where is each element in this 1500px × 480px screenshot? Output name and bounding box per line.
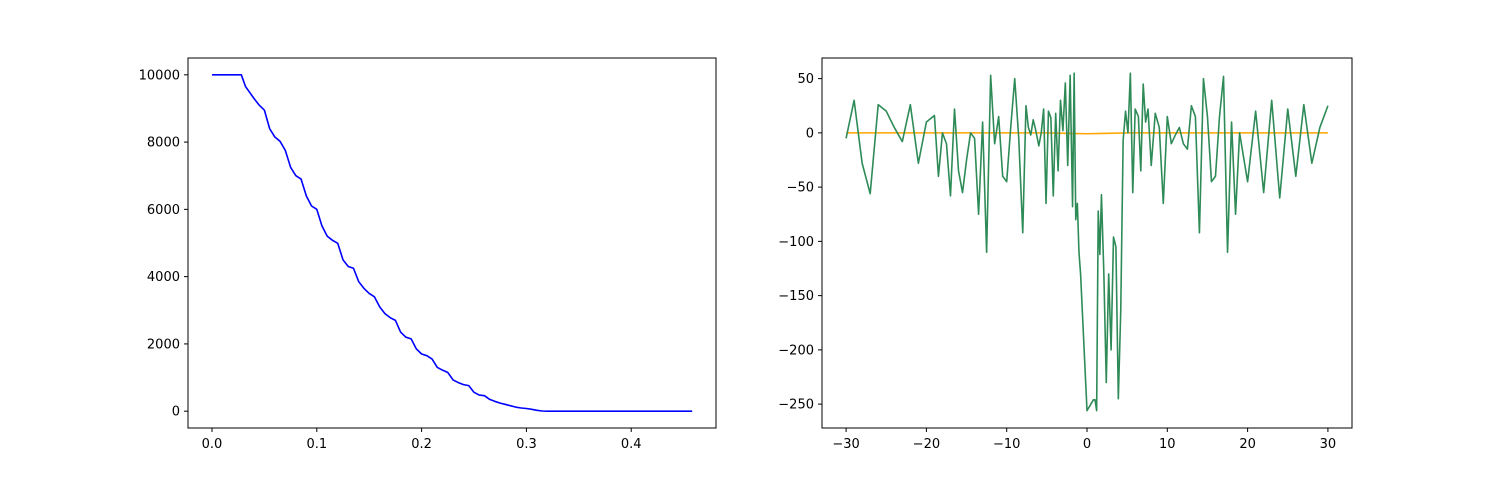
left-x-tick-label: 0.2 bbox=[411, 437, 432, 452]
right-y-tick-label: −250 bbox=[778, 398, 814, 413]
right-y-tick-label: −200 bbox=[778, 343, 814, 358]
left-y-tick-label: 4000 bbox=[147, 270, 180, 285]
right-x-tick-label: −10 bbox=[993, 437, 1020, 452]
right-series-orange-line bbox=[846, 132, 1328, 135]
left-y-tick-label: 6000 bbox=[147, 203, 180, 218]
right-y-tick-label: −100 bbox=[778, 235, 814, 250]
right-x-tick-label: −30 bbox=[832, 437, 859, 452]
right-x-tick-label: 20 bbox=[1239, 437, 1256, 452]
left-y-tick-label: 8000 bbox=[147, 136, 180, 151]
left-axes-frame bbox=[187, 57, 717, 429]
left-decay-chart: 0.0 0.1 0.2 0.3 0.4 0 2000 4000 6000 8000 10000 bbox=[139, 57, 717, 452]
right-x-tick-label: 30 bbox=[1320, 437, 1337, 452]
right-y-tick-label: 50 bbox=[797, 72, 814, 87]
left-y-tick-label: 0 bbox=[172, 405, 180, 420]
right-x-tick-label: 0 bbox=[1083, 437, 1091, 452]
right-series-green-line bbox=[845, 72, 1329, 412]
left-x-tick-label: 0.0 bbox=[202, 437, 223, 452]
left-x-tick-label: 0.1 bbox=[306, 437, 327, 452]
right-y-tick-label: −50 bbox=[787, 181, 814, 196]
right-y-tick-label: −150 bbox=[778, 289, 814, 304]
left-x-tick-label: 0.3 bbox=[516, 437, 537, 452]
left-x-tick-label: 0.4 bbox=[621, 437, 642, 452]
left-series-decay-line bbox=[212, 74, 693, 412]
right-x-tick-label: −20 bbox=[913, 437, 940, 452]
left-y-tick-label: 2000 bbox=[147, 337, 180, 352]
left-y-tick-label: 10000 bbox=[139, 68, 180, 83]
right-x-tick-label: 10 bbox=[1159, 437, 1176, 452]
right-y-tick-label: 0 bbox=[806, 126, 814, 141]
